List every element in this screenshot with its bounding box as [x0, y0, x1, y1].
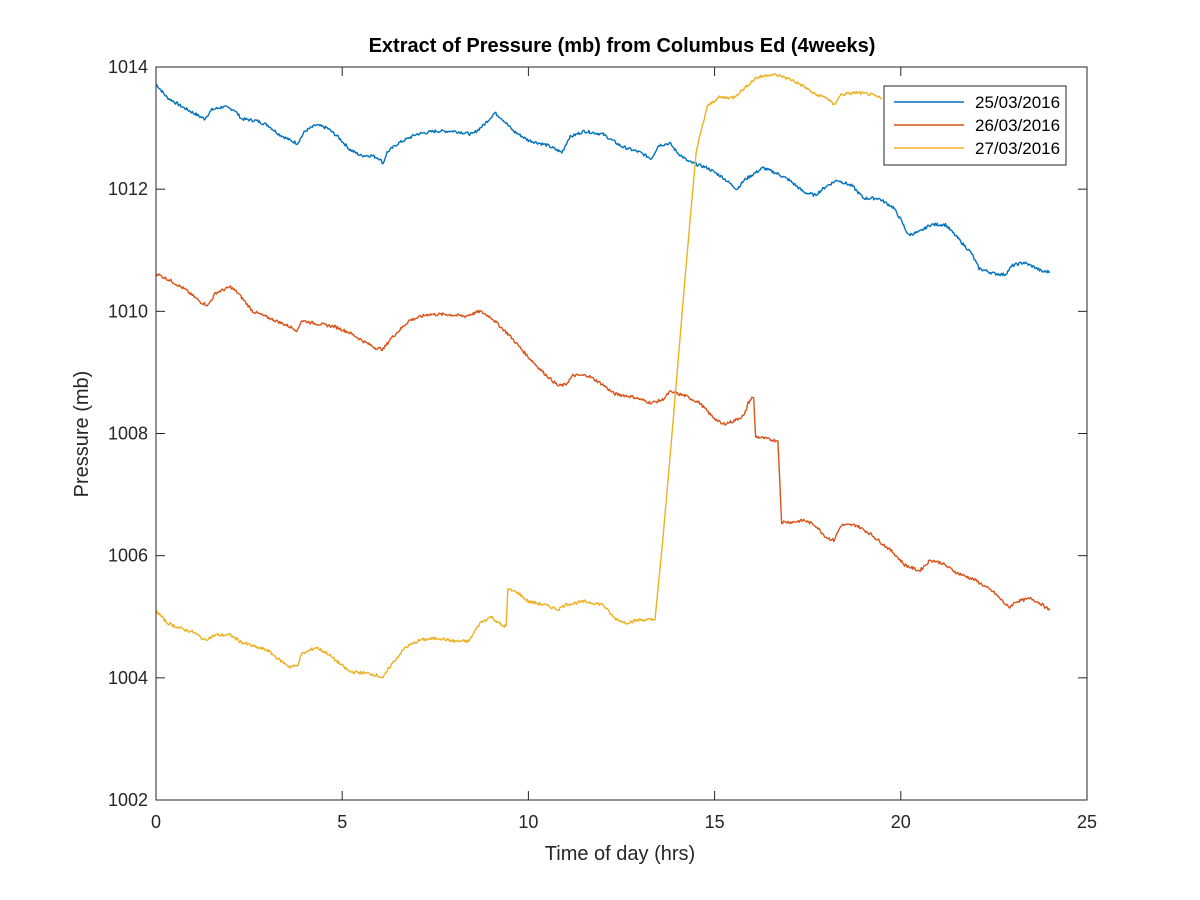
x-tick-label: 25	[1077, 812, 1097, 832]
legend-label-2: 26/03/2016	[975, 116, 1060, 135]
y-tick-label: 1002	[108, 790, 148, 810]
legend-label-3: 27/03/2016	[975, 139, 1060, 158]
legend-label-1: 25/03/2016	[975, 93, 1060, 112]
x-tick-label: 5	[337, 812, 347, 832]
x-tick-label: 20	[891, 812, 911, 832]
y-tick-label: 1006	[108, 546, 148, 566]
y-tick-label: 1010	[108, 301, 148, 321]
legend: 25/03/2016 26/03/2016 27/03/2016	[883, 85, 1067, 166]
y-tick-label: 1012	[108, 179, 148, 199]
plot-area	[156, 67, 1087, 800]
axes-layer: 0 5 10 15 20 25 1002 1004 1006 1008 1010 1012 1014	[108, 57, 1097, 832]
x-axis-label: Time of day (hrs)	[545, 843, 695, 865]
x-tick-label: 15	[705, 812, 725, 832]
y-tick-label: 1008	[108, 424, 148, 444]
series-line-1	[155, 83, 1051, 277]
series-line-2	[155, 273, 1051, 611]
chart-title: Extract of Pressure (mb) from Columbus E…	[369, 35, 876, 57]
x-tick-label: 0	[151, 812, 161, 832]
y-axis-label: Pressure (mb)	[71, 371, 93, 498]
x-tick-label: 10	[518, 812, 538, 832]
y-tick-label: 1014	[108, 57, 148, 77]
series-layer	[155, 73, 1051, 679]
series-line-3	[155, 73, 883, 679]
y-tick-label: 1004	[108, 668, 148, 688]
